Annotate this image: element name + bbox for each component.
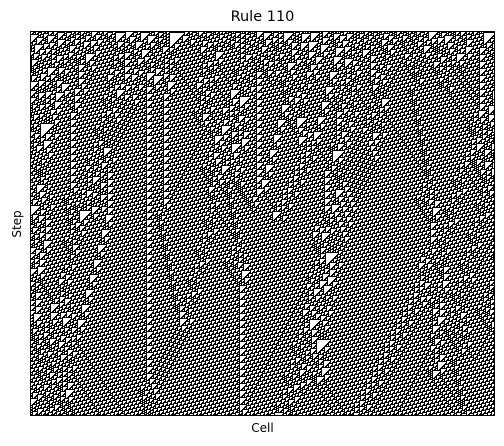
y-axis-label: Step <box>9 210 25 237</box>
plot-area <box>30 31 495 416</box>
automaton-heatmap <box>30 31 495 416</box>
x-axis-label: Cell <box>30 420 495 436</box>
chart-title: Rule 110 <box>30 8 495 26</box>
